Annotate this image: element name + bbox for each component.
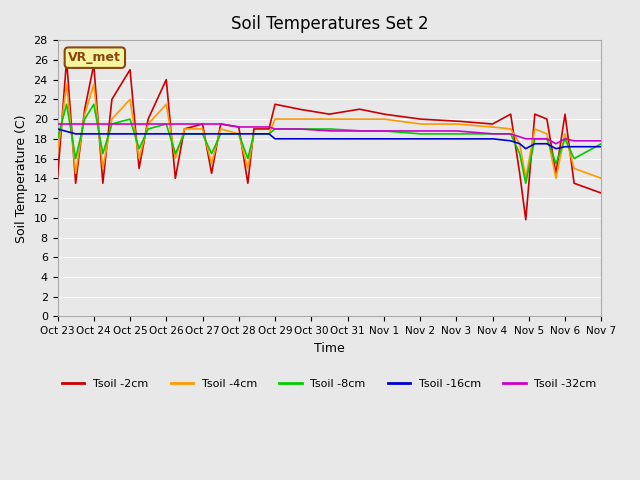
Legend: Tsoil -2cm, Tsoil -4cm, Tsoil -8cm, Tsoil -16cm, Tsoil -32cm: Tsoil -2cm, Tsoil -4cm, Tsoil -8cm, Tsoi… xyxy=(58,375,601,394)
Text: VR_met: VR_met xyxy=(68,51,121,64)
Title: Soil Temperatures Set 2: Soil Temperatures Set 2 xyxy=(230,15,428,33)
Y-axis label: Soil Temperature (C): Soil Temperature (C) xyxy=(15,114,28,242)
X-axis label: Time: Time xyxy=(314,342,345,355)
